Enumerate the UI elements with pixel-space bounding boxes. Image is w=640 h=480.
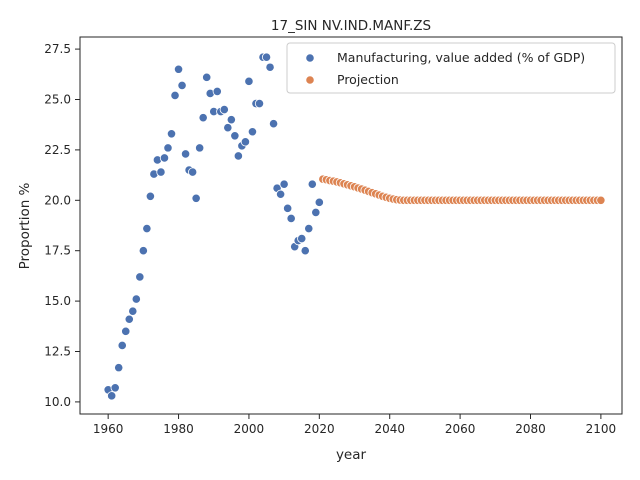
data-point [170,90,180,101]
data-point [117,340,127,351]
data-point [268,119,279,129]
x-tick-label: 2020 [304,422,335,436]
plot-area [103,52,606,401]
data-point [110,383,120,393]
x-tick-label: 2080 [515,422,546,436]
x-axis-title: year [336,447,367,463]
legend-marker-projection [305,75,315,85]
data-point [261,52,272,62]
x-tick-label: 2000 [234,422,265,436]
x-tick-label: 2060 [445,422,476,436]
data-point [177,80,187,90]
data-point [311,207,321,217]
data-point [314,197,324,207]
y-tick-label: 12.5 [44,345,71,359]
legend: Manufacturing, value added (% of GDP) Pr… [286,42,616,94]
data-point [142,223,152,234]
data-point [286,213,296,224]
legend-marker-manufacturing [305,53,315,63]
data-point [230,131,240,141]
y-tick-label: 25.0 [44,92,71,106]
data-point [233,151,243,161]
series-0 [103,52,324,401]
y-tick-label: 15.0 [44,294,71,308]
y-tick-label: 22.5 [44,143,71,157]
data-point [244,76,254,86]
y-tick-label: 20.0 [44,193,71,207]
y-axis: 10.0 12.5 15.0 17.5 20.0 22.5 25.0 27.5 [44,42,80,409]
data-point [219,104,229,115]
legend-label-manufacturing: Manufacturing, value added (% of GDP) [337,50,585,65]
plot-frame [79,36,623,415]
data-point [300,246,310,256]
data-point [121,326,131,336]
data-point [283,203,293,213]
chart-title: 17_SIN NV.IND.MANF.ZS [271,18,431,34]
x-axis: 1960 1980 2000 2020 2040 2060 2080 2100 [93,414,616,436]
data-point [297,234,307,244]
data-point [124,314,134,324]
data-point [596,195,606,205]
data-point [198,113,208,123]
data-point [223,123,233,133]
data-point [128,306,138,316]
data-point [138,246,148,256]
data-point [159,153,170,163]
legend-label-projection: Projection [337,72,399,87]
data-point [279,179,289,189]
data-point [188,167,198,177]
series-1 [318,174,606,205]
data-point [202,72,212,82]
data-point [145,191,155,201]
x-tick-label: 1980 [163,422,194,436]
data-point [131,294,141,304]
data-point [226,115,236,125]
data-point [212,86,222,97]
data-point [163,143,173,153]
data-point [173,64,184,74]
data-point [156,167,166,177]
data-point [247,127,258,137]
legend-box [286,42,616,94]
y-tick-label: 10.0 [44,395,71,409]
data-point [135,272,145,282]
y-axis-title: Proportion % [17,182,33,269]
data-point [276,189,286,199]
data-point [307,179,317,189]
x-tick-label: 2100 [586,422,617,436]
data-point [304,223,314,234]
x-tick-label: 2040 [374,422,405,436]
data-point [265,62,275,72]
data-point [180,149,191,159]
y-tick-label: 27.5 [44,42,71,56]
data-point [191,193,201,203]
data-point [114,363,124,373]
data-point [166,129,177,139]
data-point [240,137,251,147]
data-point [254,98,265,109]
x-tick-label: 1960 [93,422,124,436]
data-point [195,143,205,153]
data-point [107,391,117,401]
y-tick-label: 17.5 [44,244,71,258]
